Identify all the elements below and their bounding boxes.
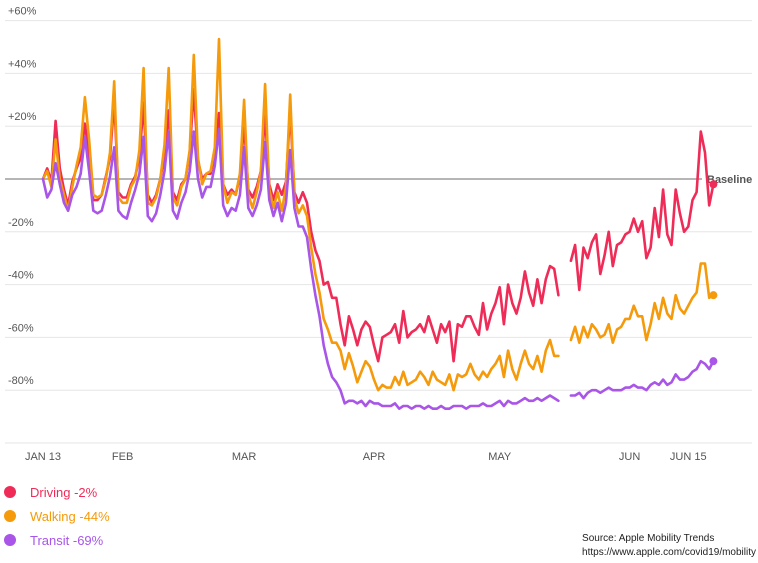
legend: Driving -2% Walking -44% Transit -69% <box>4 480 110 552</box>
transit-dot-icon <box>4 534 16 546</box>
series-line-transit <box>41 127 715 410</box>
legend-label-transit: Transit -69% <box>30 532 104 548</box>
y-tick-label: -80% <box>8 375 34 387</box>
y-tick-label: +20% <box>8 111 37 123</box>
x-tick-label: FEB <box>112 451 133 463</box>
y-axis: -80% -60% -40% -20% +20% +40% +60% <box>8 6 37 388</box>
legend-label-walking: Walking -44% <box>30 508 110 524</box>
x-tick-label: JUN <box>619 451 640 463</box>
legend-item-transit[interactable]: Transit -69% <box>4 528 110 552</box>
y-tick-label: +40% <box>8 58 37 70</box>
legend-label-driving: Driving -2% <box>30 484 98 500</box>
driving-dot-icon <box>4 486 16 498</box>
legend-item-driving[interactable]: Driving -2% <box>4 480 110 504</box>
series-layer <box>41 37 718 410</box>
baseline-label: Baseline <box>707 174 752 186</box>
mobility-line-chart: Baseline -80% -60% -40% -20% +20% +40% +60% JA… <box>5 6 752 463</box>
x-tick-label: APR <box>363 451 386 463</box>
y-tick-label: -40% <box>8 270 34 282</box>
series-walking <box>41 37 718 392</box>
series-endpoint-driving[interactable] <box>709 180 718 189</box>
x-axis: JAN 13 FEB MAR APR MAY JUN JUN 15 <box>25 451 707 463</box>
source-line-1: Source: Apple Mobility Trends <box>582 533 715 544</box>
chart-grid: Baseline <box>5 20 752 444</box>
legend-item-walking[interactable]: Walking -44% <box>4 504 110 528</box>
series-driving <box>41 87 718 363</box>
y-tick-label: -20% <box>8 217 34 229</box>
series-endpoint-transit[interactable] <box>709 357 718 366</box>
y-tick-label: -60% <box>8 322 34 334</box>
walking-dot-icon <box>4 510 16 522</box>
series-line-driving <box>41 87 715 363</box>
series-transit <box>41 127 718 410</box>
source-note: Source: Apple Mobility Trends https://ww… <box>582 532 756 560</box>
y-tick-label: +60% <box>8 6 37 18</box>
x-tick-label: MAR <box>232 451 257 463</box>
x-tick-label: JAN 13 <box>25 451 61 463</box>
x-tick-label: MAY <box>488 451 512 463</box>
source-url[interactable]: https://www.apple.com/covid19/mobility <box>582 547 756 558</box>
series-endpoint-walking[interactable] <box>709 291 718 300</box>
x-tick-label: JUN 15 <box>670 451 707 463</box>
series-line-walking <box>41 37 715 392</box>
